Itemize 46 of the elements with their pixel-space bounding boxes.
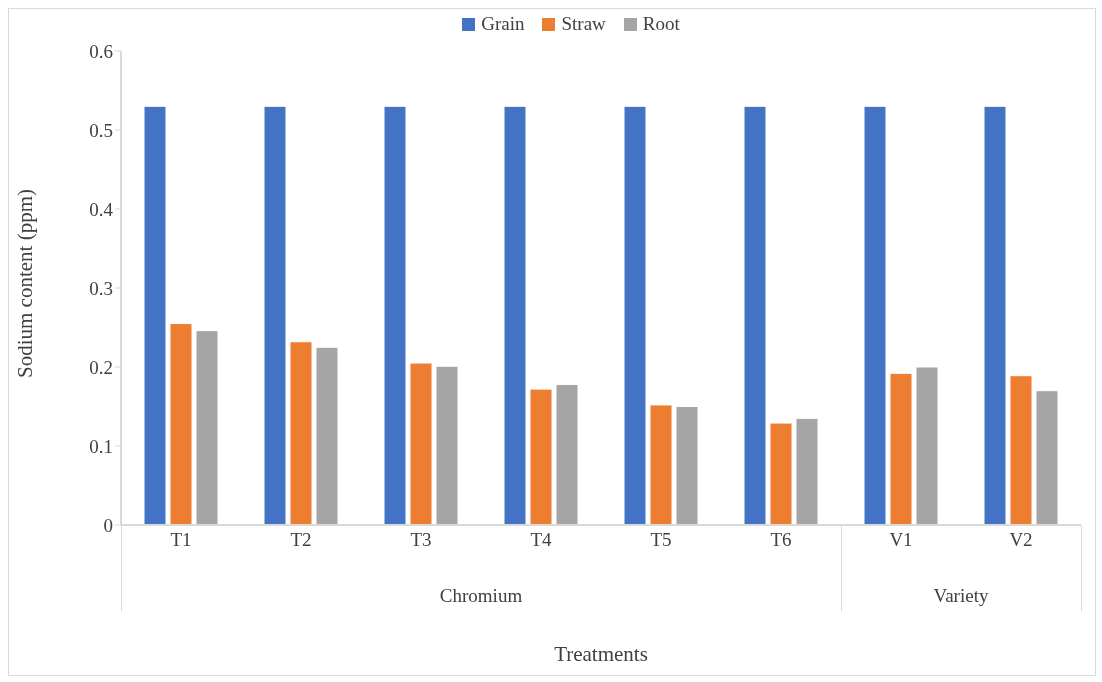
x-tick-label: T6 bbox=[770, 529, 792, 551]
x-tick-label: T2 bbox=[290, 529, 312, 551]
text: Variety bbox=[932, 585, 990, 607]
bar bbox=[623, 105, 647, 525]
bar bbox=[263, 105, 287, 525]
legend-label: Root bbox=[641, 13, 680, 35]
y-tick-label: 0.2 bbox=[89, 356, 113, 378]
y-tick-label: 0.3 bbox=[89, 277, 113, 299]
bar bbox=[863, 105, 887, 525]
bar bbox=[915, 366, 939, 525]
x-tick-label: T1 bbox=[170, 529, 192, 551]
x-tick-label: T4 bbox=[530, 529, 553, 551]
bar bbox=[195, 330, 219, 525]
bar bbox=[1035, 390, 1059, 525]
x-axis-title: Treatments bbox=[554, 642, 648, 666]
bar bbox=[1009, 375, 1033, 525]
legend-label: Grain bbox=[480, 13, 525, 35]
bar bbox=[503, 105, 527, 525]
bar bbox=[675, 406, 699, 525]
legend-label: Straw bbox=[560, 13, 606, 35]
y-tick-label: 0.1 bbox=[89, 435, 113, 457]
bar bbox=[649, 404, 673, 525]
bar bbox=[169, 323, 193, 525]
bar bbox=[889, 372, 913, 525]
y-tick-label: 0.4 bbox=[89, 198, 114, 220]
bar bbox=[983, 105, 1007, 525]
x-tick-label: T3 bbox=[410, 529, 432, 551]
bar bbox=[529, 388, 553, 525]
bar bbox=[315, 346, 339, 525]
bar bbox=[769, 422, 793, 525]
y-tick-label: 0.6 bbox=[89, 40, 113, 62]
bar bbox=[555, 383, 579, 525]
bar bbox=[743, 105, 767, 525]
bar bbox=[409, 362, 433, 525]
y-tick-label: 0.5 bbox=[89, 119, 113, 141]
bar bbox=[435, 365, 459, 525]
bar bbox=[795, 417, 819, 525]
text: Chromium bbox=[438, 585, 524, 607]
bar bbox=[289, 341, 313, 525]
bar bbox=[383, 105, 407, 525]
x-tick-label: V1 bbox=[889, 529, 913, 551]
y-axis-title: Sodium content (ppm) bbox=[13, 189, 38, 378]
x-tick-label: T5 bbox=[650, 529, 672, 551]
bar bbox=[143, 105, 167, 525]
y-tick-label: 0 bbox=[103, 514, 113, 536]
x-tick-label: V2 bbox=[1009, 529, 1033, 551]
